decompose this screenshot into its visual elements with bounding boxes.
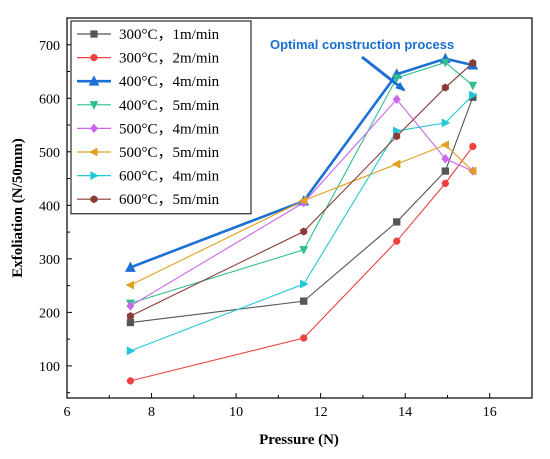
x-tick-label: 12 <box>314 405 328 420</box>
legend-marker <box>90 171 99 181</box>
data-point <box>299 246 309 255</box>
y-tick-label: 600 <box>39 92 60 107</box>
legend-marker <box>90 195 98 204</box>
legend-entry: 400°C，5m/min <box>77 98 220 114</box>
x-tick-label: 16 <box>483 405 497 420</box>
legend-marker <box>89 101 99 110</box>
data-point <box>441 153 450 164</box>
data-point <box>441 179 449 188</box>
data-point <box>126 301 135 311</box>
data-point <box>124 261 136 272</box>
data-point <box>393 132 401 141</box>
data-point <box>441 83 449 92</box>
annotation-text: Optimal construction process <box>270 37 454 52</box>
data-point <box>467 166 477 176</box>
data-point <box>300 279 309 289</box>
data-point <box>392 74 402 83</box>
data-point <box>126 377 135 385</box>
data-point <box>393 218 401 226</box>
legend-label: 400°C，4m/min <box>119 74 220 90</box>
series-1 <box>126 142 477 385</box>
data-point <box>392 94 401 105</box>
y-tick-label: 700 <box>39 39 60 54</box>
legend-label: 600°C，5m/min <box>119 192 220 208</box>
x-tick-label: 14 <box>398 405 412 420</box>
data-point <box>440 140 449 150</box>
series-5 <box>125 140 477 290</box>
series-7 <box>126 58 477 321</box>
data-point <box>468 81 478 91</box>
y-axis-title: Exfoliation (N/50mm) <box>10 138 26 278</box>
data-point <box>469 58 477 67</box>
legend-entry: 300°C，1m/min <box>77 27 220 43</box>
legend-label: 500°C，5m/min <box>119 145 220 161</box>
data-point <box>126 318 135 327</box>
data-point <box>300 297 308 305</box>
y-tick-label: 500 <box>39 146 60 161</box>
legend-marker <box>89 123 99 134</box>
legend-label: 500°C，4m/min <box>119 121 220 137</box>
legend-label: 600°C，4m/min <box>119 169 220 185</box>
data-point <box>391 159 401 169</box>
legend: 300°C，1m/min 300°C，2m/min 400°C，4m/min 400°… <box>70 20 252 215</box>
legend-entry: 500°C，4m/min <box>77 121 220 137</box>
data-point <box>469 142 477 151</box>
y-tick-label: 400 <box>39 199 60 214</box>
series-6 <box>126 90 478 356</box>
x-tick-label: 6 <box>64 405 71 420</box>
data-point <box>298 196 308 205</box>
legend-marker <box>89 147 98 157</box>
legend-marker <box>90 30 98 38</box>
data-point <box>125 280 135 290</box>
legend-label: 300°C，2m/min <box>119 51 220 67</box>
x-tick-label: 8 <box>148 405 155 420</box>
y-tick-label: 300 <box>39 253 60 268</box>
legend-entry: 500°C，5m/min <box>77 145 220 161</box>
annotation: Optimal construction process <box>270 37 454 92</box>
annotation-arrow <box>361 55 406 92</box>
series-layer <box>124 52 479 385</box>
data-point <box>441 167 449 175</box>
legend-marker <box>90 53 98 62</box>
x-axis-title: Pressure (N) <box>259 432 339 448</box>
legend-entry: 600°C，4m/min <box>77 169 220 185</box>
legend-label: 400°C，5m/min <box>119 98 220 114</box>
data-point <box>469 90 478 100</box>
legend-box <box>70 20 252 215</box>
legend-label: 300°C，1m/min <box>119 27 220 43</box>
data-point <box>441 118 451 128</box>
data-point <box>393 237 401 245</box>
legend-entry: 300°C，2m/min <box>77 51 220 67</box>
legend-marker <box>88 75 100 86</box>
data-point <box>300 227 308 236</box>
y-tick-label: 200 <box>39 306 60 321</box>
x-tick-label: 10 <box>229 405 243 420</box>
data-point <box>126 346 136 356</box>
axis-ticks: 6 8 10 12 14 16 100 200 300 400 500 600 700 <box>39 39 497 420</box>
data-point <box>300 334 308 342</box>
data-point <box>126 312 134 321</box>
data-point <box>440 58 450 68</box>
legend-entry: 400°C，4m/min <box>77 74 220 90</box>
series-4 <box>126 94 477 311</box>
y-tick-label: 100 <box>39 360 60 375</box>
legend-entry: 600°C，5m/min <box>77 192 220 208</box>
